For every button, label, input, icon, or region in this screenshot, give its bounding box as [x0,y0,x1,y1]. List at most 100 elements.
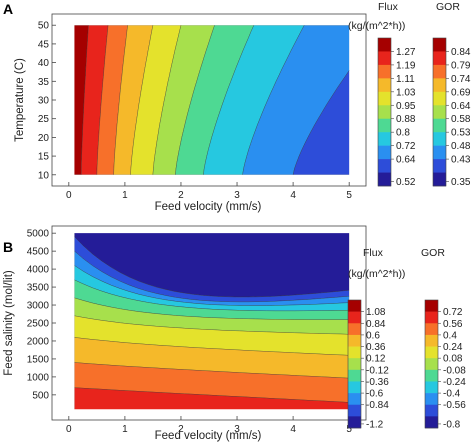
plot-a-ytick-label: 15 [38,152,50,163]
colorbar-b-flux-swatch [348,323,361,336]
colorbar-a-flux-tick-label: 1.11 [396,74,415,85]
plot-a-xtick-label: 2 [178,190,184,201]
colorbar-a-flux-tick-label: 1.27 [396,47,416,58]
colorbar-a-gor-frame [432,37,447,187]
panel-label-b: B [3,239,13,255]
plot-a-ytick-label: 20 [38,133,50,144]
colorbar-a-flux-swatch [378,172,391,187]
plot-b-ytick-label: 2500 [27,319,50,330]
colorbar-b-gor-tick-label: 0.24 [443,342,463,353]
colorbar-a-flux-swatch [378,78,391,93]
plot-a-contour-band [292,70,350,175]
colorbar-a-gor-tick-label: 0.64 [451,101,471,112]
colorbar-b-flux-swatch [348,404,361,417]
colorbar-a-flux-swatch [378,64,391,79]
plot-a-xlabel: Feed velocity (mm/s) [155,201,262,213]
colorbar-a-gor-tick-label: 0.69 [451,87,471,98]
colorbar-a-flux-tick-label: 0.8 [396,128,410,139]
colorbar-b-flux-swatch [348,381,361,394]
colorbar-b-gor: 0.720.560.40.240.08-0.08-0.24-0.4-0.56 -0… [424,299,466,430]
colorbar-b-gor-tick-label: -0.8 [443,419,461,430]
colorbar-b-gor-swatch [425,300,438,312]
plot-a-ytick-label: 10 [38,170,50,181]
colorbar-a-flux-tick-label: 0.52 [396,177,416,188]
colorbar-a-flux-frame [377,37,392,187]
colorbar-b-gor-swatch [425,311,438,324]
colorbar-a-flux-tick-label: 0.95 [396,101,416,112]
plot-b-ytick-label: 1000 [27,372,50,383]
colorbar-b-gor-swatch [425,393,438,406]
colorbar-b-flux-swatch [348,311,361,324]
colorbar-a-gor-tick-label: 0.43 [451,155,471,166]
plot-a-xtick-label: 3 [234,190,240,201]
plot-a-ytick-label: 25 [38,114,50,125]
colorbar-a-flux-swatch [378,145,391,160]
colorbar-a-gor: 0.84 0.79 0.74 0.69 0.64 0.58 0.53 0.48 0.43 0.35 [432,37,471,188]
colorbar-b-flux-tick-label: -0.36 [366,377,389,388]
colorbar-b-flux-swatch [348,393,361,406]
plot-b-xtick-label: 2 [178,424,184,435]
colorbar-b-flux-tick-label: 0.6 [366,330,380,341]
colorbar-a-gor-swatch [433,91,446,106]
colorbar-b-flux-tick-label: 0.12 [366,354,386,365]
colorbar-a-flux-title: Flux [378,1,399,13]
plot-b-ytick-label: 3500 [27,283,50,294]
plot-a-ylabel: Temperature (C) [14,58,26,142]
plot-a-contour-area [74,25,350,175]
colorbar-b-gor-swatch [425,334,438,347]
plot-b-xtick-label: 0 [66,424,72,435]
colorbar-a-flux-swatch [378,159,391,173]
plot-b-ticks: 0 1 2 3 4 5 500 1000 1500 2000 2500 3000 3500 4000 450… [27,229,353,435]
colorbar-a-gor-swatch [433,38,446,52]
plot-b-xtick-label: 1 [122,424,128,435]
colorbar-b-flux-swatch [348,346,361,359]
colorbar-b-flux-tick-label: -0.6 [366,389,384,400]
plot-b-ytick-label: 1500 [27,354,50,365]
colorbar-b-gor-swatch [425,323,438,336]
colorbar-b-gor-tick-label: 0.08 [443,354,463,365]
plot-a-xtick-label: 1 [122,190,128,201]
colorbar-b-flux-tick-label: 0.36 [366,342,386,353]
colorbar-b-gor-tick-label: -0.24 [443,377,466,388]
colorbar-a-gor-swatch [433,64,446,79]
colorbar-a-gor-tick-label: 0.35 [451,177,471,188]
plot-b-ytick-label: 4000 [27,265,50,276]
colorbar-b-flux-tick-label: 1.08 [366,307,386,318]
colorbar-a-gor-swatch [433,105,446,120]
colorbar-b-gor-tick-label: 0.56 [443,319,463,330]
panel-label-a: A [3,1,13,17]
colorbar-a-flux-swatch [378,118,391,133]
colorbar-b-flux-tick-label: 0.84 [366,319,386,330]
colorbar-b-flux-swatch [348,334,361,347]
colorbar-b-flux: 1.080.840.60.360.12-0.12-0.36-0.6-0.84 -1… [347,299,389,430]
plot-b-ytick-label: 2000 [27,336,50,347]
plot-b-xtick-label: 5 [346,424,352,435]
colorbar-a-flux-swatch [378,38,391,52]
colorbar-a-gor-swatch [433,118,446,133]
colorbar-a-gor-swatch [433,145,446,160]
colorbar-b-gor-swatch [425,381,438,394]
plot-b-xtick-label: 3 [234,424,240,435]
colorbar-b-gor-tick-label: 0.4 [443,330,457,341]
colorbar-b-gor-tick-label: -0.56 [443,400,466,411]
colorbar-a-gor-tick-label: 0.79 [451,60,471,71]
colorbar-b-gor-tick-label: -0.4 [443,389,461,400]
plot-b-ytick-label: 500 [32,390,49,401]
plot-a-ytick-label: 35 [38,77,50,88]
colorbar-a-gor-swatch [433,172,446,187]
colorbar-a-flux: 1.27 1.19 1.11 1.03 0.95 0.88 0.8 0.72 0.64 0.52 [377,37,416,188]
colorbar-a-gor-title: GOR [436,1,460,13]
colorbar-b-gor-swatch [425,416,438,429]
colorbar-a-gor-swatch [433,78,446,93]
colorbar-b-flux-tick-label: -1.2 [366,419,384,430]
colorbar-b-gor-tick-label: 0.72 [443,307,463,318]
colorbar-b-gor-frame [424,299,439,429]
colorbar-a-flux-swatch [378,51,391,66]
plot-a-ytick-label: 40 [38,58,50,69]
plot-a-xtick-label: 4 [290,190,296,201]
colorbar-a-gor-tick-label: 0.84 [451,47,471,58]
colorbar-a-gor-tick-label: 0.53 [451,128,471,139]
plot-a-ytick-label: 50 [38,21,50,32]
colorbar-b-flux-unit: (kg/(m^2*h)) [348,268,405,280]
plot-b-xlabel: Feed velocity (mm/s) [155,430,262,442]
